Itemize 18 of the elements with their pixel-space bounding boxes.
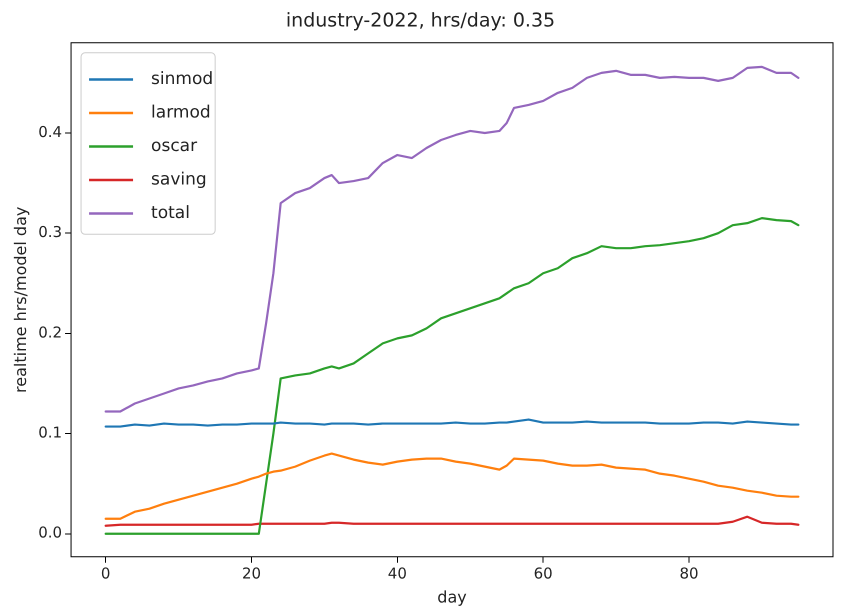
legend-label: oscar bbox=[151, 136, 198, 156]
x-tick-label: 40 bbox=[388, 564, 407, 583]
legend-label: sinmod bbox=[151, 68, 214, 89]
x-tick-label: 20 bbox=[242, 564, 262, 583]
x-axis-title: day bbox=[437, 588, 467, 607]
y-tick-label: 0.1 bbox=[38, 423, 62, 442]
y-tick-label: 0.2 bbox=[38, 323, 62, 342]
y-tick-label: 0.0 bbox=[38, 524, 62, 542]
legend-label: total bbox=[151, 202, 190, 223]
x-tick-label: 80 bbox=[679, 564, 699, 583]
x-tick-label: 0 bbox=[100, 564, 110, 583]
chart-title: industry-2022, hrs/day: 0.35 bbox=[286, 9, 556, 32]
y-tick-label: 0.4 bbox=[38, 122, 62, 141]
x-tick-label: 60 bbox=[534, 564, 553, 583]
legend-label: larmod bbox=[151, 102, 211, 122]
y-tick-label: 0.3 bbox=[38, 223, 62, 242]
legend-label: saving bbox=[151, 169, 207, 190]
y-axis-title: realtime hrs/model day bbox=[10, 206, 30, 393]
